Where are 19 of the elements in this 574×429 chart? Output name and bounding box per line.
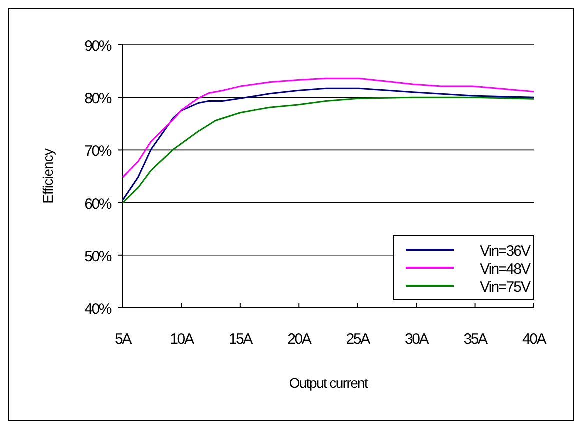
x-tick-label: 30A: [405, 331, 430, 348]
y-tick-label: 40%: [84, 301, 112, 318]
x-tick-label: 25A: [346, 331, 371, 348]
y-axis-title: Efficiency: [40, 148, 56, 204]
y-tick-label: 90%: [84, 38, 112, 55]
x-tick-label: 20A: [288, 331, 312, 348]
y-tick-label: 70%: [84, 143, 112, 160]
x-tick-label: 35A: [464, 331, 488, 348]
y-tick-label: 80%: [84, 90, 112, 108]
y-tick-label: 50%: [84, 248, 112, 266]
legend-label: Vin=36V: [480, 243, 531, 260]
x-axis-title: Output current: [289, 375, 369, 391]
x-tick-label: 5A: [115, 331, 132, 348]
legend-label: Vin=75V: [480, 279, 531, 296]
y-tick-label: 60%: [84, 196, 112, 213]
x-tick-label: 15A: [228, 331, 254, 348]
legend-label: Vin=48V: [480, 261, 531, 278]
x-tick-label: 10A: [170, 331, 194, 348]
x-tick-label: 40A: [522, 331, 547, 348]
